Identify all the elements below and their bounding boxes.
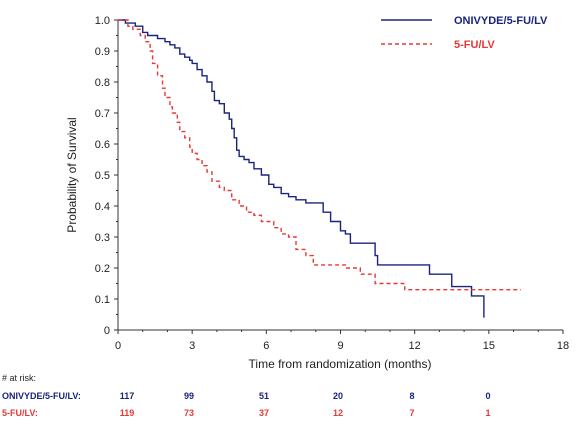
at-risk-value: 37 [259,408,269,418]
x-tick-label: 12 [409,340,421,352]
y-tick-label: 0.8 [95,77,110,89]
x-tick-label: 15 [483,340,495,352]
x-tick-label: 6 [263,340,269,352]
at-risk-value: 119 [120,408,135,418]
at-risk-value: 99 [184,391,194,401]
y-axis-title: Probability of Survival [65,117,79,232]
y-tick-label: 0.7 [95,108,110,120]
at-risk-value: 117 [120,391,135,401]
at-risk-value: 20 [333,391,343,401]
y-tick-label: 0.9 [95,46,110,58]
at-risk-value: 73 [184,408,194,418]
at-risk-value: 12 [333,408,343,418]
at-risk-row-label: ONIVYDE/5-FU/LV: [2,391,81,401]
x-tick-label: 0 [115,340,121,352]
legend-label-fu-lv: 5-FU/LV [454,39,495,51]
at-risk-value: 1 [485,408,490,418]
x-tick-label: 18 [557,340,569,352]
y-tick-label: 0.6 [95,139,110,151]
fu-lv-survival-curve [118,19,521,291]
legend: ONIVYDE/5-FU/LV 5-FU/LV [381,15,548,51]
at-risk-value: 8 [409,391,414,401]
at-risk-value: 51 [259,391,269,401]
onivyde-survival-curve [118,19,485,318]
axes: 0 0.1 0.2 0.3 0.4 0.5 0.6 0.7 0.8 0.9 1.0 0 3 6 9 12 15 1… [95,15,569,352]
at-risk-value: 7 [409,408,414,418]
legend-label-onivyde: ONIVYDE/5-FU/LV [454,15,548,27]
y-tick-label: 0.4 [95,201,110,213]
at-risk-table: # at risk: ONIVYDE/5-FU/LV: 117 99 51 20 8 0 5-F… [2,373,491,418]
x-tick-label: 9 [337,340,343,352]
at-risk-value: 0 [485,391,490,401]
x-axis-title: Time from randomization (months) [249,357,432,371]
at-risk-row-label: 5-FU/LV: [2,408,38,418]
y-tick-label: 1.0 [95,15,110,27]
y-tick-label: 0.3 [95,232,110,244]
y-tick-label: 0.5 [95,170,110,182]
survival-curves [118,19,521,318]
x-tick-label: 3 [189,340,195,352]
y-tick-label: 0 [104,325,110,337]
at-risk-header: # at risk: [2,373,36,383]
y-tick-label: 0.2 [95,263,110,275]
y-tick-label: 0.1 [95,294,110,306]
